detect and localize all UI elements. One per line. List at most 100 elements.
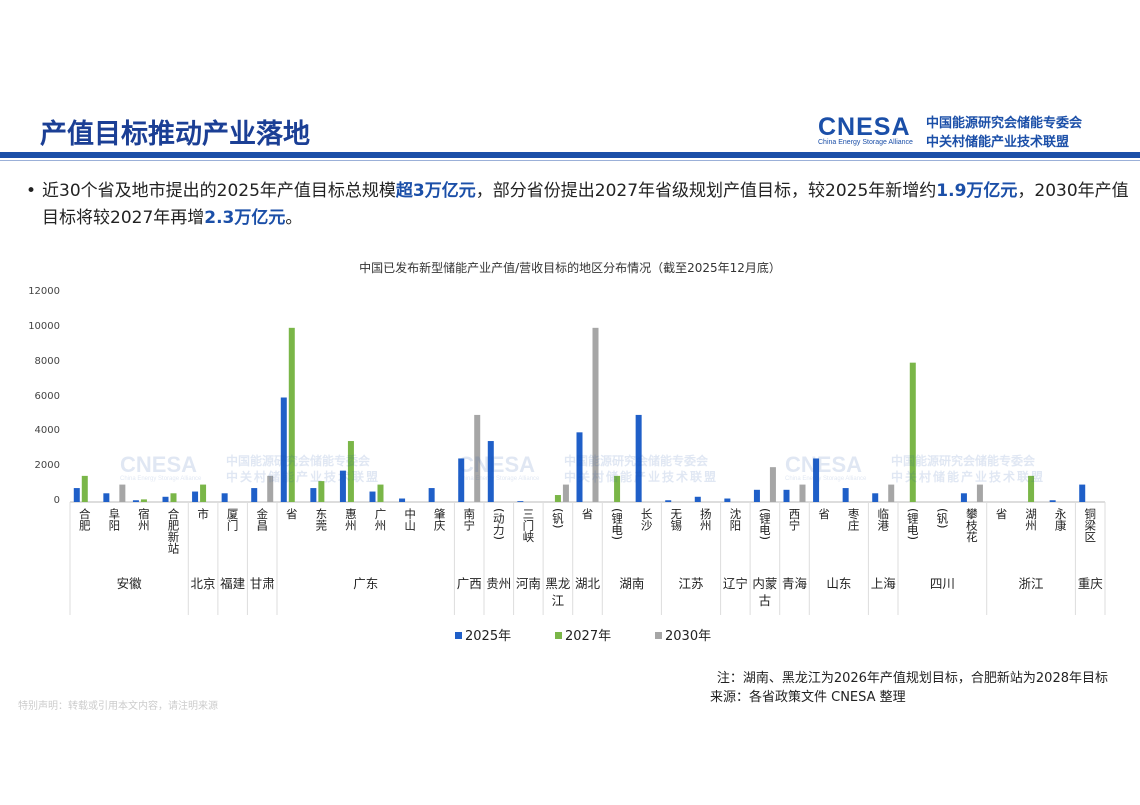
group-label: 广西 <box>456 576 482 591</box>
bar <box>200 484 207 502</box>
watermark-text: China Energy Storage Alliance <box>785 476 867 482</box>
group-label: 湖南 <box>619 576 645 591</box>
bar <box>221 493 228 502</box>
group-label: 辽宁 <box>722 576 748 591</box>
x-tick-label: 湖州 <box>1024 508 1039 531</box>
org-name: 中关村储能产业技术联盟 <box>926 135 1070 150</box>
x-tick-label: 厦门 <box>225 508 240 531</box>
y-tick-label: 0 <box>53 495 60 506</box>
x-tick-label: (动力) <box>491 508 506 540</box>
bar <box>909 362 916 502</box>
bar <box>339 470 346 502</box>
x-tick-label: 长沙 <box>639 508 654 531</box>
logo: CNESA <box>818 113 911 141</box>
disclaimer: 特别声明：转载或引用本文内容，请注明来源 <box>18 701 218 712</box>
bar <box>562 484 569 502</box>
group-label: 安徽 <box>116 576 142 591</box>
x-tick-label: 省 <box>817 508 832 520</box>
x-tick-label: 扬州 <box>698 508 713 531</box>
x-tick-label: 合肥 <box>77 508 92 531</box>
bar <box>81 475 88 502</box>
group-label: 山东 <box>826 576 852 591</box>
watermark-text: 中关村储能产业技术联盟 <box>891 470 1046 484</box>
bar <box>310 488 317 502</box>
x-tick-label: 攀枝花 <box>964 508 979 543</box>
bar <box>1028 475 1035 502</box>
bar <box>428 488 435 502</box>
bar <box>288 327 295 502</box>
bar <box>474 414 481 502</box>
bar <box>347 441 354 502</box>
bar <box>813 458 820 502</box>
bar <box>888 484 895 502</box>
bar <box>1049 500 1056 502</box>
slide-title: 产值目标推动产业落地 <box>40 119 310 150</box>
legend-label: 2027年 <box>565 629 611 644</box>
bar <box>103 493 110 502</box>
bar <box>694 496 701 502</box>
x-tick-label: 南宁 <box>462 508 477 531</box>
x-tick-label: 合肥新站 <box>166 508 181 554</box>
source: 来源：各省政策文件 CNESA 整理 <box>710 690 906 705</box>
y-tick-label: 12000 <box>28 286 60 297</box>
watermark-logo: CNESA <box>785 452 863 477</box>
y-tick-label: 8000 <box>34 355 60 367</box>
bar <box>872 493 879 502</box>
watermark-text: 中国能源研究会储能专委会 <box>226 454 371 468</box>
watermark-text: China Energy Storage Alliance <box>120 476 202 482</box>
bar <box>614 475 621 502</box>
group-label: 贵州 <box>486 576 512 591</box>
watermark-text: China Energy Storage Alliance <box>458 476 540 482</box>
chart-title: 中国已发布新型储能产业产值/营收目标的地区分布情况（截至2025年12月底） <box>359 261 781 275</box>
y-tick-label: 2000 <box>34 460 60 472</box>
group-label: 内蒙古 <box>752 576 778 608</box>
bar <box>753 489 760 502</box>
watermark-logo: CNESA <box>458 452 536 477</box>
text-run: ，部分省份提出2027年省级规划产值目标，较2025年新增约 <box>475 181 937 201</box>
x-tick-label: 三门峡 <box>521 508 536 543</box>
legend-swatch <box>555 632 562 639</box>
bar <box>140 499 147 502</box>
x-tick-label: 东莞 <box>314 508 329 531</box>
x-tick-label: 广州 <box>373 508 388 531</box>
bar <box>783 489 790 502</box>
group-label: 江苏 <box>678 576 704 591</box>
x-tick-label: (钒) <box>935 508 950 529</box>
group-label: 上海 <box>870 576 896 591</box>
x-tick-label: 金昌 <box>255 508 270 531</box>
x-tick-label: 省 <box>994 508 1009 520</box>
highlight: 2.3万亿元 <box>204 208 286 228</box>
text-run: 。 <box>285 208 303 228</box>
bar <box>635 414 642 502</box>
bar <box>369 491 376 502</box>
x-tick-label: 市 <box>196 508 211 520</box>
bar <box>377 484 384 502</box>
note: 注：湖南、黑龙江为2026年产值规划目标，合肥新站为2028年目标 <box>716 671 1108 686</box>
bar <box>769 467 776 502</box>
legend-label: 2030年 <box>665 629 711 644</box>
logo-subtitle: China Energy Storage Alliance <box>818 139 913 146</box>
group-label: 北京 <box>190 576 216 591</box>
bar <box>162 496 169 502</box>
bar <box>1079 484 1086 502</box>
text-run: ，2030年产值目标将较2027年再增 <box>42 181 1129 228</box>
bar <box>960 493 967 502</box>
x-tick-label: 省 <box>580 508 595 520</box>
bar <box>251 488 258 502</box>
legend-swatch <box>655 632 662 639</box>
legend-swatch <box>455 632 462 639</box>
group-label: 重庆 <box>1077 576 1103 591</box>
bar <box>592 327 599 502</box>
bar <box>665 500 672 502</box>
header-bar <box>0 152 1140 158</box>
x-tick-label: 枣庄 <box>846 508 861 531</box>
group-label: 黑龙江 <box>545 576 571 608</box>
x-tick-label: (锂电) <box>905 508 920 540</box>
group-label: 广东 <box>353 576 379 591</box>
watermark-text: 中关村储能产业技术联盟 <box>226 470 381 484</box>
highlight: 超3万亿元 <box>395 181 476 201</box>
x-tick-label: 阜阳 <box>107 508 122 531</box>
